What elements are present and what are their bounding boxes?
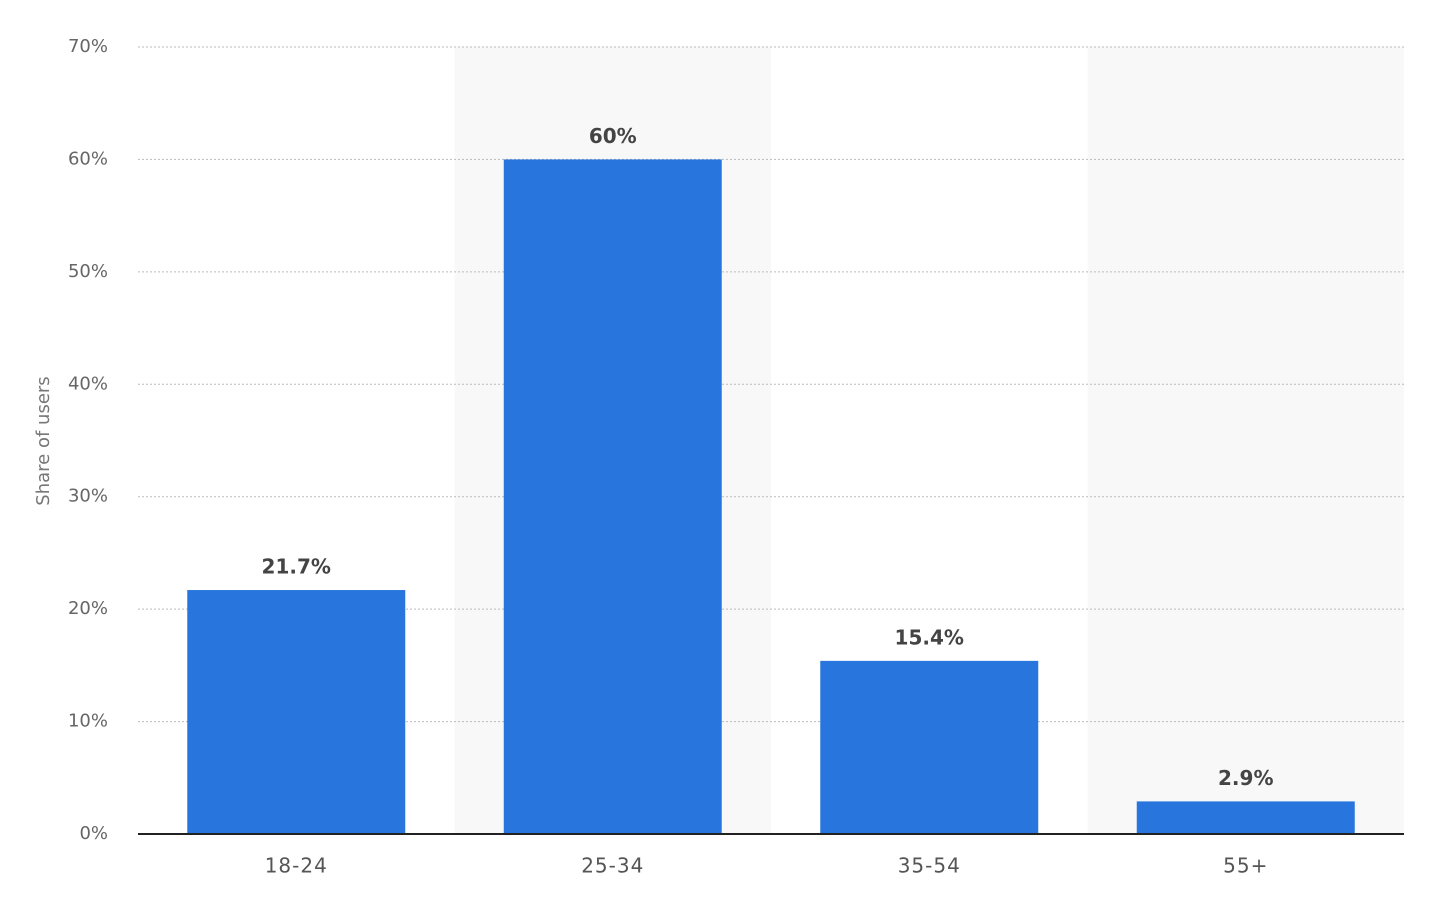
y-tick-label: 60% [68,148,108,169]
value-label: 60% [589,124,637,148]
y-tick-label: 50% [68,261,108,282]
bar [820,660,1039,834]
x-tick-label: 18-24 [265,854,328,878]
y-axis-label: Share of users [33,376,54,505]
bar [187,590,406,834]
x-tick-label: 35-54 [898,854,961,878]
x-tick-label: 25-34 [581,854,644,878]
band-shade [1087,47,1404,834]
value-label: 15.4% [895,625,964,649]
y-tick-label: 20% [68,598,108,619]
y-tick-label: 30% [68,486,108,507]
y-tick-label: 70% [68,36,108,57]
bar [503,159,722,834]
value-label: 2.9% [1218,766,1273,790]
y-tick-label: 40% [68,373,108,394]
y-tick-label: 10% [68,711,108,732]
x-tick-label: 55+ [1223,854,1268,878]
value-label: 21.7% [262,555,331,579]
bar [1136,801,1355,834]
y-tick-label: 0% [79,823,108,844]
